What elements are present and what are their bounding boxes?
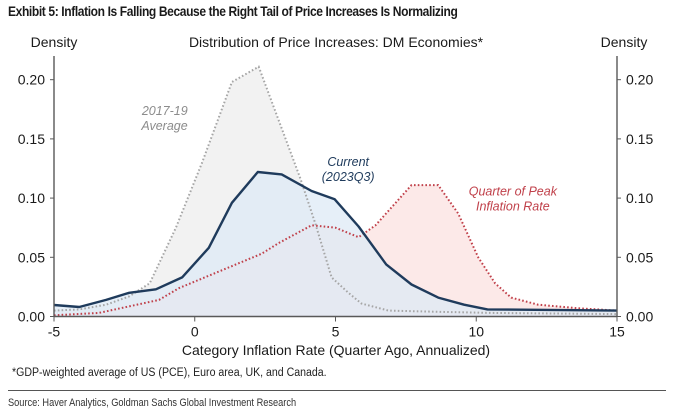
series-lines (53, 65, 618, 317)
current-2023q3-label: Current (327, 155, 369, 169)
2017-19-average-label: Average (140, 119, 187, 133)
x-tick-label: -5 (48, 324, 61, 340)
quarter-of-peak-inflation-rate-line (53, 184, 618, 317)
2017-19-average-line (53, 65, 618, 316)
exhibit-title: Exhibit 5: Inflation Is Falling Because … (8, 3, 458, 19)
2017-19-average-label: 2017-19 (141, 104, 188, 118)
right-y-tick-label: 0.00 (626, 309, 653, 325)
axes: 0.00 0.00 0.05 0.05 0.10 0.10 0.15 0.15 0.20 0.20… (18, 56, 653, 340)
left-y-tick-label: 0.20 (18, 72, 45, 88)
current-2023q3-area (54, 172, 617, 317)
x-axis-title: Category Inflation Rate (Quarter Ago, An… (182, 342, 490, 358)
source-note: Source: Haver Analytics, Goldman Sachs G… (8, 397, 297, 409)
x-tick-label: 15 (609, 324, 625, 340)
density-chart: 0.00 0.00 0.05 0.05 0.10 0.10 0.15 0.15 0.20 0.20… (18, 34, 654, 358)
current-2023q3-line (53, 170, 618, 312)
left-y-tick-label: 0.10 (18, 190, 45, 206)
footnote: *GDP-weighted average of US (PCE), Euro … (12, 367, 327, 379)
current-2023q3-label: (2023Q3) (322, 170, 375, 184)
right-y-tick-label: 0.10 (626, 190, 653, 206)
area-fills (54, 66, 617, 317)
right-y-tick-label: 0.15 (626, 131, 653, 147)
divider (8, 390, 666, 391)
right-y-axis-title: Density (601, 34, 648, 50)
quarter-of-peak-inflation-rate-label: Inflation Rate (476, 200, 550, 214)
2017-19-average-area (54, 66, 617, 317)
left-y-tick-label: 0.05 (18, 249, 45, 265)
left-y-tick-label: 0.00 (18, 309, 45, 325)
right-y-tick-label: 0.20 (626, 72, 653, 88)
x-tick-label: 5 (332, 324, 340, 340)
x-tick-label: 10 (468, 324, 484, 340)
chart-title: Distribution of Price Increases: DM Econ… (189, 34, 484, 50)
x-tick-label: 0 (191, 324, 199, 340)
left-y-axis-title: Density (31, 34, 78, 50)
left-y-tick-label: 0.15 (18, 131, 45, 147)
right-y-tick-label: 0.05 (626, 249, 653, 265)
quarter-of-peak-inflation-rate-label: Quarter of Peak (469, 185, 558, 199)
